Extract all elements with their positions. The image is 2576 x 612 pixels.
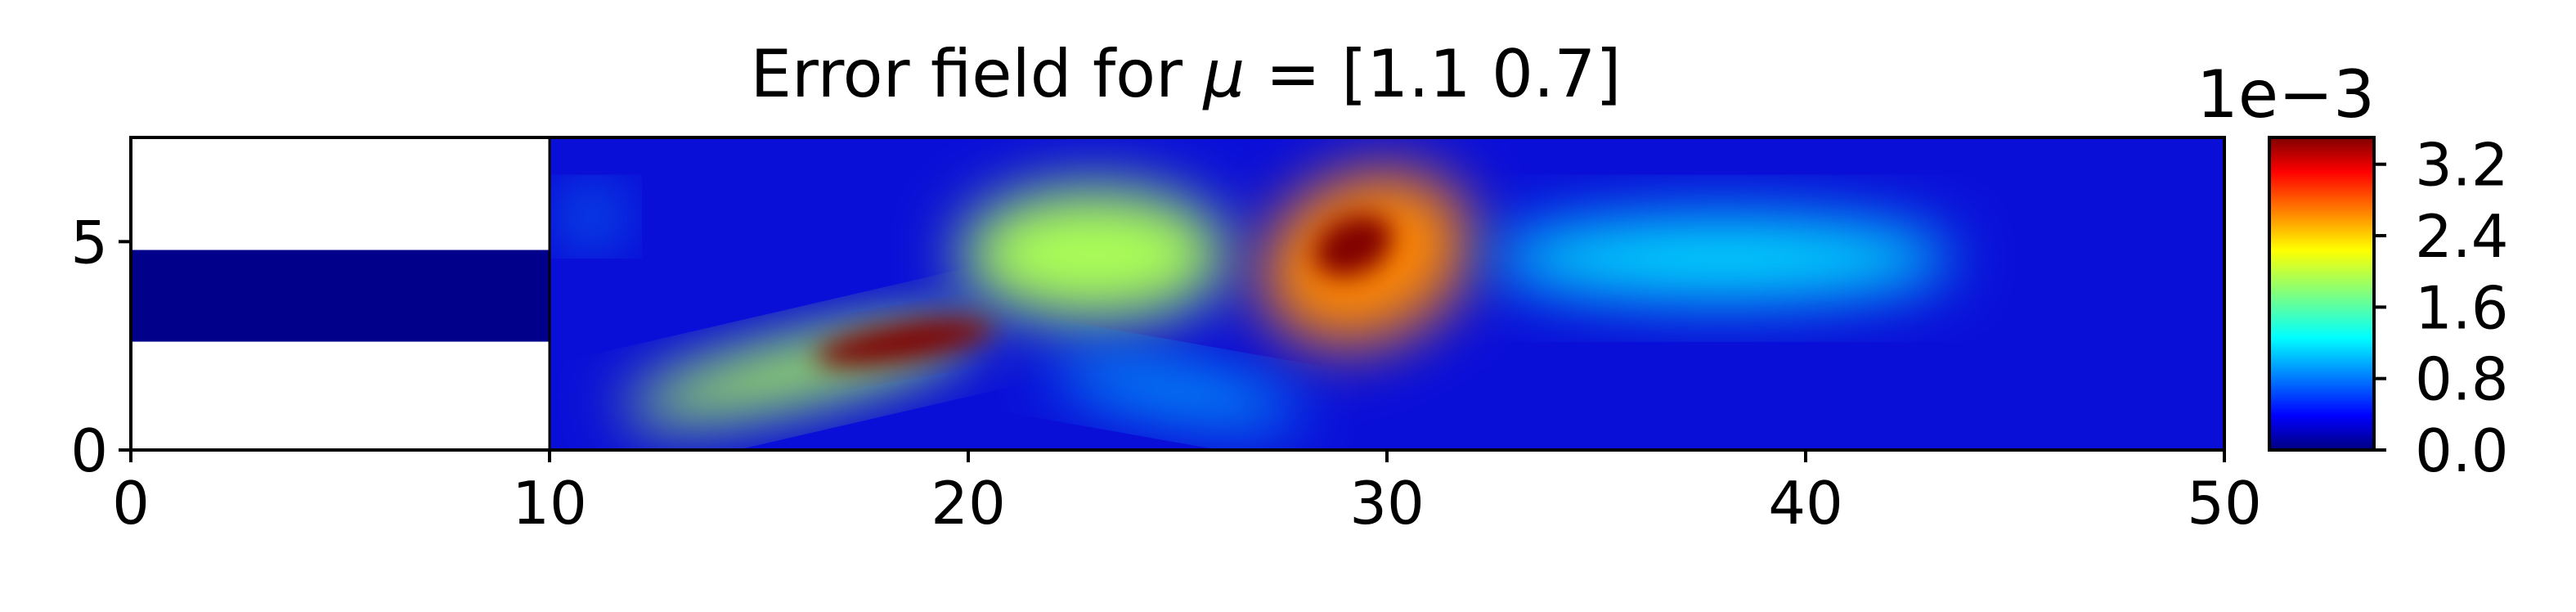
y-tick-label: 0 bbox=[70, 416, 108, 485]
x-tick-label: 20 bbox=[931, 469, 1006, 538]
colorbar-scale-label: 1e−3 bbox=[2197, 56, 2375, 133]
x-tick-label: 0 bbox=[112, 469, 150, 538]
error-blob-5 bbox=[1313, 214, 1393, 278]
colorbar-tick-label: 2.4 bbox=[2415, 202, 2509, 271]
y-tick-label: 5 bbox=[70, 208, 108, 277]
chart-title: Error field for μ = [1.1 0.7] bbox=[750, 36, 1621, 112]
x-tick-label: 10 bbox=[512, 469, 587, 538]
x-axis: 0 10 20 30 40 50 bbox=[112, 450, 2262, 538]
colorbar-tick-label: 0.0 bbox=[2415, 416, 2509, 485]
error-blob-3 bbox=[959, 187, 1228, 322]
x-tick-label: 40 bbox=[1768, 469, 1843, 538]
colorbar-tick-label: 0.8 bbox=[2415, 345, 2509, 414]
colorbar-tick-label: 3.2 bbox=[2415, 131, 2509, 200]
error-blob-8 bbox=[566, 196, 617, 238]
error-blob-2 bbox=[815, 317, 997, 367]
x-tick-label: 50 bbox=[2187, 469, 2262, 538]
colorbar-gradient bbox=[2268, 136, 2376, 452]
error-blobs bbox=[566, 169, 1953, 425]
plot-area bbox=[129, 136, 2226, 452]
error-blob-6 bbox=[1492, 216, 1953, 300]
colorbar-ticks: 0.00.81.62.43.2 bbox=[2374, 131, 2509, 485]
axes-frame bbox=[129, 136, 2226, 452]
y-axis: 05 bbox=[70, 208, 131, 485]
error-blob-7 bbox=[1053, 358, 1302, 425]
colorbar: 0.00.81.62.43.2 1e−3 bbox=[2197, 56, 2509, 485]
x-tick-label: 30 bbox=[1349, 469, 1425, 538]
inlet-channel bbox=[131, 250, 550, 342]
colorbar-tick-label: 1.6 bbox=[2415, 273, 2509, 342]
